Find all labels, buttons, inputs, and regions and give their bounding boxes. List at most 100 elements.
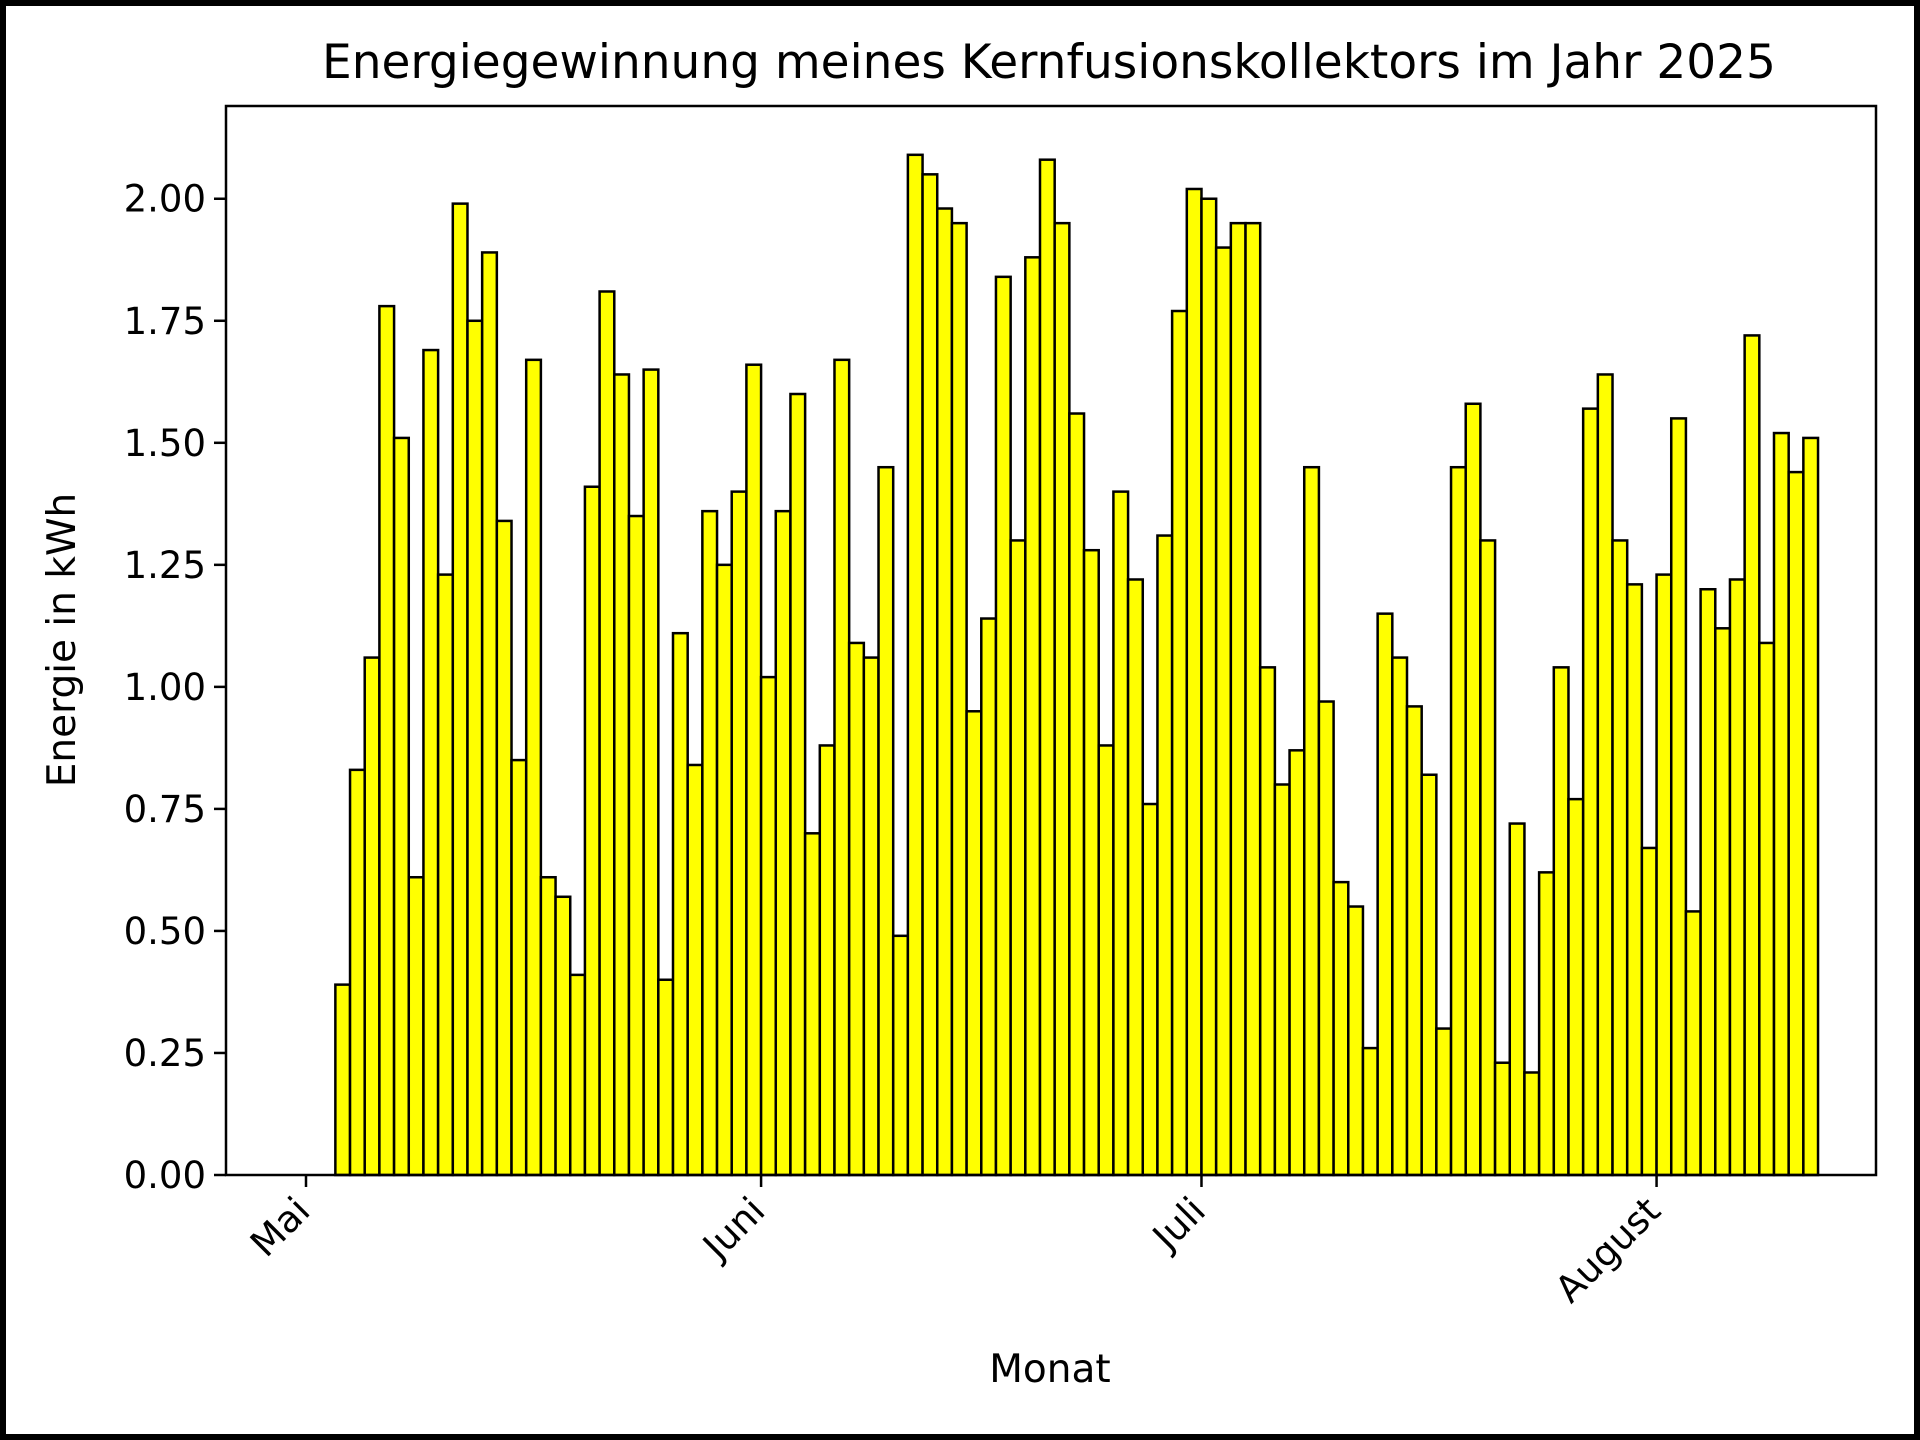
bar	[1523, 1071, 1541, 1177]
bar	[862, 656, 880, 1177]
bar	[436, 573, 455, 1177]
bar	[627, 514, 645, 1177]
bar	[818, 744, 836, 1177]
y-tick-label: 1.75	[124, 300, 206, 343]
bar	[1126, 578, 1145, 1177]
x-axis-label: Monat	[989, 1347, 1110, 1392]
bar	[1391, 656, 1409, 1177]
bars-group	[334, 153, 1820, 1177]
y-tick-label: 0.75	[124, 788, 206, 831]
bar	[1405, 705, 1423, 1177]
bar	[657, 978, 675, 1177]
bar	[1449, 465, 1467, 1177]
bar	[598, 290, 616, 1177]
bar	[1332, 880, 1350, 1177]
y-axis: 0.00 0.25 0.50 0.75 1.00 1.25 1.50 1.75 2.00	[124, 178, 226, 1197]
bar	[392, 436, 411, 1177]
bar	[1640, 846, 1658, 1177]
bar	[789, 392, 807, 1177]
bar	[1669, 417, 1688, 1177]
bar	[1596, 373, 1614, 1177]
bar	[1567, 797, 1585, 1177]
bar	[1435, 1027, 1453, 1177]
bar	[715, 563, 733, 1177]
bar	[759, 675, 778, 1177]
bar	[1068, 412, 1086, 1177]
bar	[642, 368, 660, 1177]
bar	[1317, 700, 1335, 1177]
bar	[1625, 583, 1644, 1177]
bar	[1684, 910, 1702, 1177]
bar	[877, 465, 895, 1177]
x-tick-label: Juli	[1143, 1189, 1214, 1260]
bar	[1655, 573, 1673, 1177]
bar	[1699, 588, 1717, 1177]
x-tick-label: August	[1547, 1189, 1669, 1311]
x-axis: Mai Juni Juli August	[242, 1175, 1669, 1311]
bar	[1743, 334, 1761, 1177]
bar	[524, 358, 543, 1177]
bar	[466, 319, 484, 1177]
bar	[1581, 407, 1600, 1177]
bar	[1038, 158, 1056, 1177]
bar	[891, 934, 910, 1177]
bar	[1420, 773, 1438, 1177]
bar	[1802, 436, 1820, 1177]
y-tick-label: 0.00	[124, 1154, 206, 1197]
bar	[407, 875, 425, 1177]
bar	[671, 631, 689, 1177]
bar	[1112, 490, 1130, 1177]
bar	[1185, 187, 1203, 1177]
bar	[1611, 539, 1629, 1177]
bar	[935, 207, 954, 1177]
bar	[1082, 548, 1100, 1177]
bar	[1508, 822, 1526, 1177]
bar	[1376, 612, 1394, 1177]
bar	[1244, 221, 1262, 1177]
x-tick-label: Juni	[693, 1189, 773, 1269]
bar	[1479, 539, 1497, 1177]
bar	[1288, 749, 1306, 1177]
bar	[1361, 1046, 1379, 1177]
bar	[1714, 627, 1732, 1177]
bar	[730, 490, 748, 1177]
bar	[1758, 641, 1776, 1177]
bar	[495, 519, 513, 1177]
bar	[1347, 905, 1365, 1177]
bar	[1024, 256, 1042, 1177]
bar	[1097, 744, 1115, 1177]
bar	[1258, 666, 1277, 1177]
bar	[1170, 309, 1189, 1177]
bar	[847, 641, 866, 1177]
bar	[774, 509, 792, 1177]
bar	[1200, 197, 1218, 1177]
plot-area	[224, 104, 1878, 1177]
bar	[1493, 1061, 1512, 1177]
bar	[701, 509, 719, 1177]
bar	[745, 363, 763, 1177]
bar	[539, 875, 557, 1177]
y-axis-label: Energie in kWh	[40, 493, 85, 788]
bar	[1787, 470, 1805, 1177]
y-tick-label: 1.25	[124, 544, 206, 587]
bar	[1552, 666, 1570, 1177]
bar	[1141, 802, 1159, 1177]
bar	[1214, 246, 1233, 1177]
chart-title: Energiegewinnung meines Kernfusionskolle…	[322, 35, 1776, 90]
bar	[1229, 221, 1247, 1177]
y-tick-label: 2.00	[124, 178, 206, 221]
bar	[906, 153, 924, 1177]
bar	[348, 768, 366, 1177]
bar	[686, 763, 704, 1177]
bar	[1772, 431, 1790, 1177]
bar	[613, 373, 631, 1177]
x-tick-label: Mai	[242, 1189, 318, 1265]
bar	[334, 983, 352, 1177]
y-tick-label: 1.50	[124, 422, 206, 465]
y-tick-label: 0.25	[124, 1032, 206, 1075]
bar	[1053, 221, 1071, 1177]
y-tick-label: 0.50	[124, 910, 206, 953]
bar	[451, 202, 469, 1177]
bar	[378, 304, 396, 1177]
bar	[510, 758, 528, 1177]
